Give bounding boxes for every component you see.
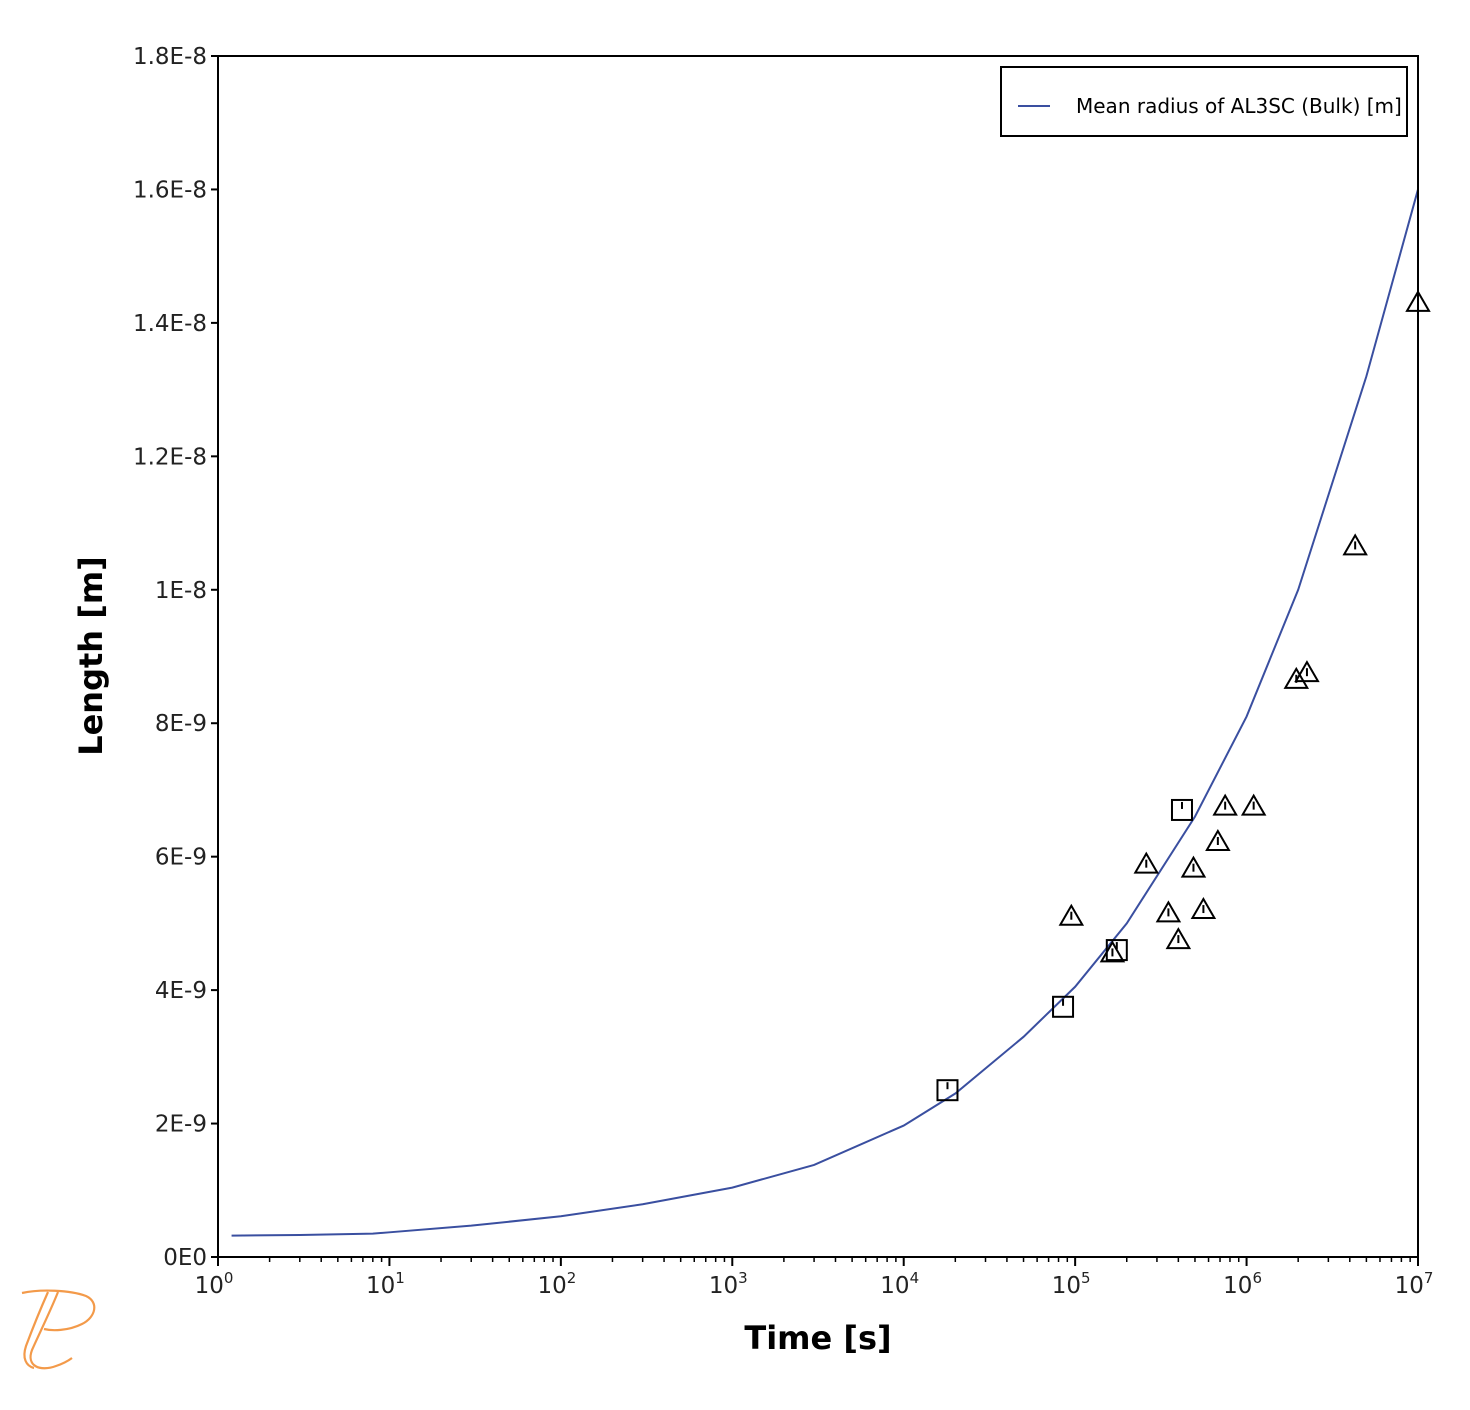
triangle-marker xyxy=(1240,793,1267,816)
x-tick-label: 103 xyxy=(709,1269,748,1299)
legend-box xyxy=(1000,66,1408,137)
x-ticks: 100 101 102 103 104 105 106 107 xyxy=(195,1257,1434,1299)
y-tick-label: 1.6E-8 xyxy=(133,177,207,203)
y-tick-label: 1E-8 xyxy=(155,578,207,604)
x-tick-label: 104 xyxy=(880,1269,919,1299)
x-axis-title: Time [s] xyxy=(744,1319,891,1357)
y-tick-label: 8E-9 xyxy=(155,711,207,737)
triangle-marker xyxy=(1212,793,1238,816)
triangle-marker xyxy=(1099,940,1126,963)
y-ticks: 0E0 2E-9 4E-9 6E-9 8E-9 1E-8 1.2E-8 1.4E-8 1.6E-… xyxy=(133,44,218,1271)
y-tick-label: 0E0 xyxy=(163,1245,207,1271)
triangle-marker xyxy=(1190,897,1217,920)
x-tick-label: 107 xyxy=(1395,1269,1434,1299)
plot-frame xyxy=(217,55,1419,1258)
triangle-marker xyxy=(1058,903,1085,926)
x-tick-label: 105 xyxy=(1052,1269,1091,1299)
y-axis-title: Length [m] xyxy=(72,556,110,756)
y-tick-label: 2E-9 xyxy=(155,1112,207,1138)
square-marker xyxy=(1052,995,1075,1018)
triangle-marker xyxy=(1205,828,1231,851)
square-marker xyxy=(1105,939,1128,962)
legend: Mean radius of AL3SC (Bulk) [m] xyxy=(1000,66,1408,137)
experimental-markers xyxy=(936,289,1431,1102)
x-tick-label: 106 xyxy=(1223,1269,1262,1299)
triangle-marker xyxy=(1283,666,1310,689)
x-tick-label: 100 xyxy=(195,1269,234,1299)
y-tick-label: 1.4E-8 xyxy=(133,311,207,337)
triangle-marker xyxy=(1294,660,1320,683)
square-marker xyxy=(936,1079,959,1102)
triangle-marker xyxy=(1133,851,1160,874)
triangle-marker xyxy=(1180,855,1207,878)
y-tick-label: 6E-9 xyxy=(155,845,207,871)
triangle-marker xyxy=(1342,533,1368,556)
y-tick-label: 4E-9 xyxy=(155,978,207,1004)
thermo-calc-logo-icon xyxy=(21,1289,96,1370)
x-tick-label: 101 xyxy=(366,1269,405,1299)
legend-label: Mean radius of AL3SC (Bulk) [m] xyxy=(1076,94,1402,118)
y-tick-label: 1.2E-8 xyxy=(133,444,207,470)
x-tick-label: 102 xyxy=(537,1269,576,1299)
series-line-mean-radius xyxy=(231,189,1418,1237)
triangle-marker xyxy=(1155,900,1182,923)
y-tick-label: 1.8E-8 xyxy=(133,44,207,70)
plot-area xyxy=(231,189,1418,1237)
triangle-marker xyxy=(1165,927,1192,950)
square-marker xyxy=(1170,798,1193,821)
